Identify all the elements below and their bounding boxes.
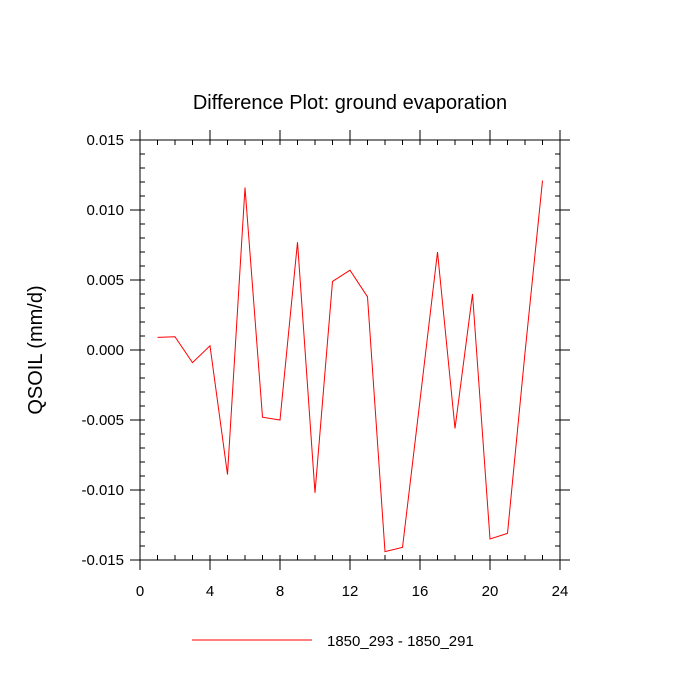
legend-label: 1850_293 - 1850_291 [327,633,474,650]
axis-tick-labels: 0 4 8 12 16 20 24 -0.015 -0.010 -0.005 0.000 0.005 0… [81,132,568,600]
chart-title: Difference Plot: ground evaporation [193,92,507,114]
y-tick-label: 0.015 [86,132,124,149]
x-tick-label: 12 [342,583,359,600]
y-tick-label: 0.005 [86,272,124,289]
y-tick-label: -0.015 [81,552,124,569]
y-tick-label: 0.000 [86,342,124,359]
y-tick-label: 0.010 [86,202,124,219]
x-tick-label: 8 [276,583,284,600]
series-layer [157,180,543,553]
x-tick-label: 4 [206,583,214,600]
x-tick-label: 20 [482,583,499,600]
plot-frame [139,139,561,561]
x-tick-label: 24 [552,583,569,600]
x-tick-label: 0 [136,583,144,600]
y-axis-label: QSOIL (mm/d) [25,285,47,414]
y-tick-label: -0.005 [81,412,124,429]
legend: 1850_293 - 1850_291 [192,633,474,650]
axis-ticks [130,130,570,570]
x-tick-label: 16 [412,583,429,600]
y-tick-label: -0.010 [81,482,124,499]
series-line [157,180,543,553]
